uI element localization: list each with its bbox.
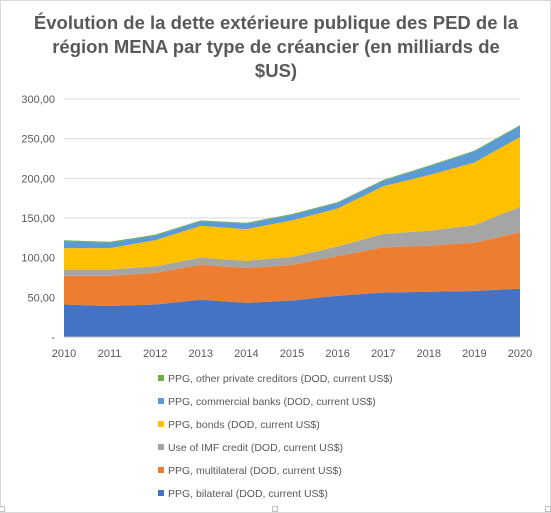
legend-item[interactable]: PPG, bilateral (DOD, current US$) [158,488,328,500]
x-tick-label: 2017 [371,348,395,360]
legend-label: PPG, commercial banks (DOD, current US$) [168,396,376,408]
x-tick-label: 2019 [462,348,486,360]
legend-item[interactable]: PPG, multilateral (DOD, current US$) [158,465,342,477]
x-tick-label: 2010 [52,348,76,360]
chart-title-line: $US) [254,60,298,81]
x-axis: 2010 2011 2012 2013 2014 2015 2016 2017 2018 2019… [52,336,532,360]
y-tick-label: - [51,332,55,344]
x-tick-label: 2015 [280,348,304,360]
y-tick-label: 100,00 [21,253,55,265]
x-tick-label: 2012 [143,348,167,360]
legend-swatch [158,375,164,381]
y-tick-label: 200,00 [21,173,55,185]
x-tick-label: 2011 [98,348,122,360]
y-tick-label: 150,00 [21,213,55,225]
chart-title-line: Évolution de la dette extérieure publiqu… [33,12,519,33]
x-tick-label: 2014 [234,348,258,360]
legend-item[interactable]: PPG, other private creditors (DOD, curre… [158,373,393,385]
legend-label: Use of IMF credit (DOD, current US$) [168,442,343,454]
legend-swatch [158,444,164,450]
x-tick-label: 2013 [189,348,213,360]
y-tick-label: 250,00 [21,134,55,146]
legend-swatch [158,467,164,473]
y-tick-label: 300,00 [21,94,55,106]
legend-label: PPG, bilateral (DOD, current US$) [168,488,328,500]
area-series-3[interactable] [64,137,520,270]
legend-item[interactable]: Use of IMF credit (DOD, current US$) [158,442,343,454]
resize-handle-bottom-center[interactable] [272,506,278,512]
area-series-1[interactable] [64,232,520,307]
x-tick-label: 2018 [417,348,441,360]
legend-label: PPG, other private creditors (DOD, curre… [168,373,393,385]
legend-label: PPG, multilateral (DOD, current US$) [168,465,342,477]
x-tick-label: 2016 [325,348,349,360]
y-tick-label: 50,00 [27,292,55,304]
legend: PPG, other private creditors (DOD, curre… [158,373,393,500]
legend-swatch [158,421,164,427]
plot-areas [64,125,520,337]
legend-swatch [158,398,164,404]
resize-handle-bottom-right[interactable] [545,506,551,512]
area-series-0[interactable] [64,288,520,337]
x-tick-label: 2020 [508,348,532,360]
legend-label: PPG, bonds (DOD, current US$) [168,419,320,431]
legend-item[interactable]: PPG, bonds (DOD, current US$) [158,419,320,431]
legend-swatch [158,490,164,496]
area-series-2[interactable] [64,206,520,276]
legend-item[interactable]: PPG, commercial banks (DOD, current US$) [158,396,376,408]
y-axis: - 50,00 100,00 150,00 200,00 250,00 300,00 [21,94,55,344]
chart-title-line: région MENA par type de créancier (en mi… [52,36,500,57]
chart-title: Évolution de la dette extérieure publiqu… [21,11,531,83]
resize-handle-bottom-left[interactable] [0,506,5,512]
